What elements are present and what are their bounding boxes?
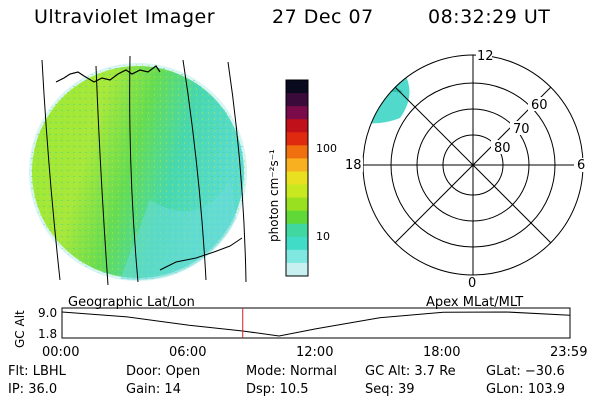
colorbar-swatch <box>286 236 308 251</box>
status-dsp: Dsp: 10.5 <box>246 382 309 397</box>
status-flt: Flt: LBHL <box>8 364 66 379</box>
colorbar-swatch <box>286 223 308 238</box>
status-gain: Gain: 14 <box>126 382 181 397</box>
status-glat: GLat: −30.6 <box>486 364 565 379</box>
colorbar-swatch <box>286 119 308 133</box>
colorbar-swatch <box>286 132 308 146</box>
page-title: Ultraviolet Imager <box>34 6 216 28</box>
timeline-xtick-4: 23:59 <box>550 345 588 360</box>
status-glon: GLon: 103.9 <box>486 382 566 397</box>
colorbar-label: photon cm⁻²s⁻¹ <box>267 149 281 242</box>
colorbar-swatch <box>286 184 308 199</box>
colorbar-swatch <box>286 262 308 277</box>
timeline-xtick-0: 00:00 <box>42 345 80 360</box>
date-label: 27 Dec 07 <box>272 6 374 28</box>
colorbar-swatch <box>286 145 308 159</box>
timeline-xtick-2: 12:00 <box>296 345 334 360</box>
polar-mlt-18: 18 <box>345 158 362 173</box>
polar-plot <box>362 54 584 276</box>
colorbar-swatch <box>286 80 308 94</box>
polar-mlt-6: 6 <box>577 158 585 173</box>
timeline-xtick-3: 18:00 <box>423 345 461 360</box>
status-mode: Mode: Normal <box>246 364 337 379</box>
colorbar-frame <box>285 79 309 277</box>
colorbar-swatch <box>286 93 308 107</box>
timeline-ytick-0: 9.0 <box>38 306 57 320</box>
status-seq: Seq: 39 <box>365 382 415 397</box>
timeline-right-label: Apex MLat/MLT <box>426 295 523 310</box>
timeline-frame <box>61 307 571 339</box>
polar-lat-80: 80 <box>494 141 511 156</box>
polar-mlt-12: 12 <box>477 49 494 64</box>
colorbar-tick-10: 10 <box>316 230 330 243</box>
polar-lat-60: 60 <box>531 98 548 113</box>
colorbar-swatch <box>286 106 308 120</box>
colorbar <box>285 79 309 277</box>
status-ip: IP: 36.0 <box>8 382 58 397</box>
colorbar-swatch <box>286 249 308 264</box>
status-door: Door: Open <box>126 364 201 379</box>
colorbar-swatch <box>286 197 308 212</box>
colorbar-swatch <box>286 158 308 172</box>
polar-lat-70: 70 <box>513 122 530 137</box>
colorbar-swatch <box>286 171 308 186</box>
timeline-ytick-1: 1.8 <box>38 327 57 341</box>
timeline-ylabel: GC Alt <box>13 310 27 348</box>
timeline-xtick-1: 06:00 <box>169 345 207 360</box>
status-gc-alt: GC Alt: 3.7 Re <box>365 364 456 379</box>
uv-earth-image <box>29 55 247 286</box>
time-label: 08:32:29 UT <box>428 6 551 28</box>
timeline-left-label: Geographic Lat/Lon <box>68 295 195 310</box>
timeline-plot <box>61 308 571 338</box>
colorbar-swatch <box>286 210 308 225</box>
colorbar-tick-100: 100 <box>316 142 337 155</box>
altitude-series-line <box>61 311 571 337</box>
polar-mlt-0: 0 <box>468 276 476 291</box>
